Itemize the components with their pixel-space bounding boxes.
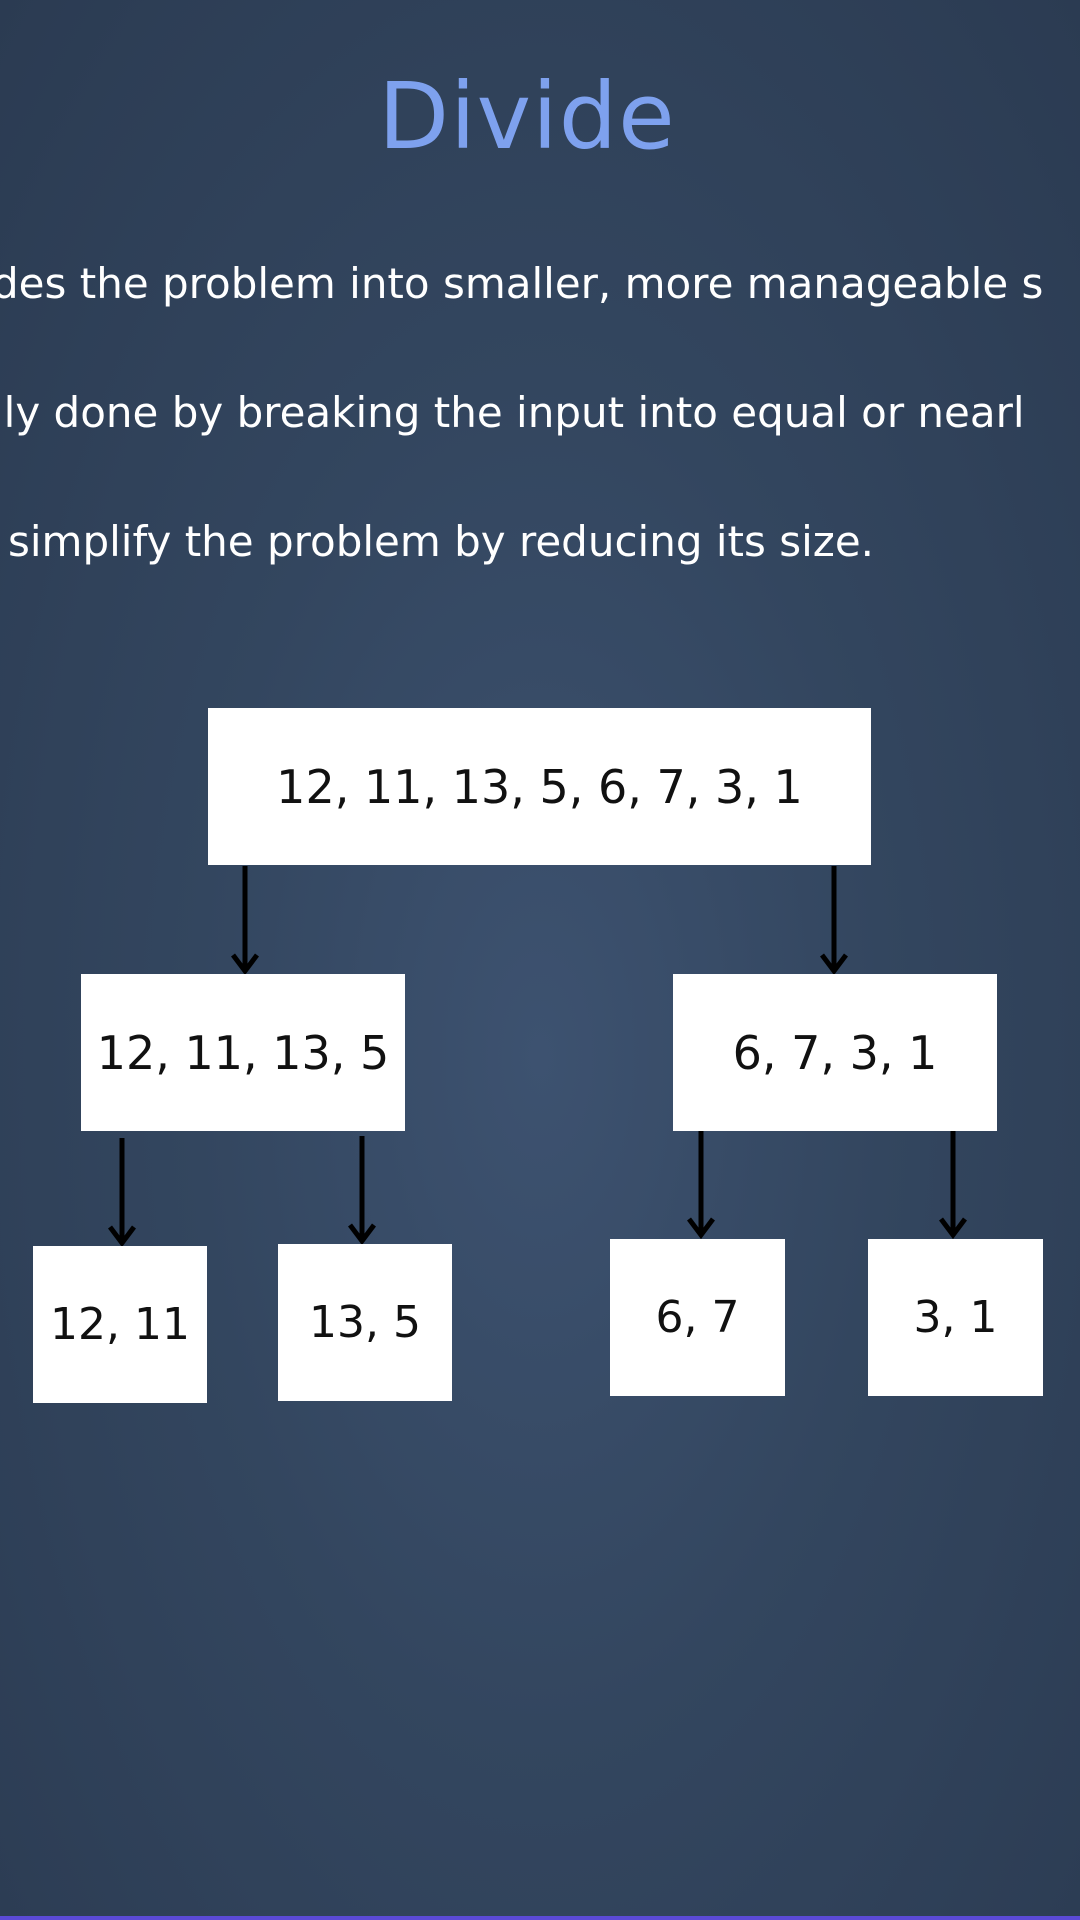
slide-title: Divide: [378, 63, 676, 170]
tree-node-right-right-label: 3, 1: [913, 1292, 998, 1343]
tree-node-left-label: 12, 11, 13, 5: [96, 1025, 390, 1080]
tree-node-root: 12, 11, 13, 5, 6, 7, 3, 1: [208, 708, 871, 865]
tree-node-left-right-label: 13, 5: [309, 1297, 421, 1348]
tree-node-root-label: 12, 11, 13, 5, 6, 7, 3, 1: [276, 759, 803, 814]
arrowhead-left-ll: [108, 1225, 136, 1248]
tree-node-left-left: 12, 11: [33, 1246, 207, 1403]
tree-node-right-left: 6, 7: [610, 1239, 785, 1396]
arrowhead-left-lr: [348, 1223, 376, 1246]
tree-node-left: 12, 11, 13, 5: [81, 974, 405, 1131]
bullet-line-2: lly done by breaking the input into equa…: [0, 388, 1025, 437]
tree-node-right-right: 3, 1: [868, 1239, 1043, 1396]
arrowhead-root-right: [820, 953, 848, 976]
tree-node-right-label: 6, 7, 3, 1: [732, 1025, 938, 1080]
tree-node-left-right: 13, 5: [278, 1244, 452, 1401]
bullet-line-1: des the problem into smaller, more manag…: [0, 259, 1044, 308]
bullet-line-3: simplify the problem by reducing its siz…: [8, 517, 875, 566]
arrowhead-right-rr: [939, 1217, 967, 1240]
tree-node-right: 6, 7, 3, 1: [673, 974, 997, 1131]
tree-node-right-left-label: 6, 7: [655, 1292, 740, 1343]
arrowhead-root-left: [231, 953, 259, 976]
tree-node-left-left-label: 12, 11: [50, 1299, 190, 1350]
arrowhead-right-rl: [687, 1217, 715, 1240]
bottom-accent-line: [0, 1916, 1080, 1920]
